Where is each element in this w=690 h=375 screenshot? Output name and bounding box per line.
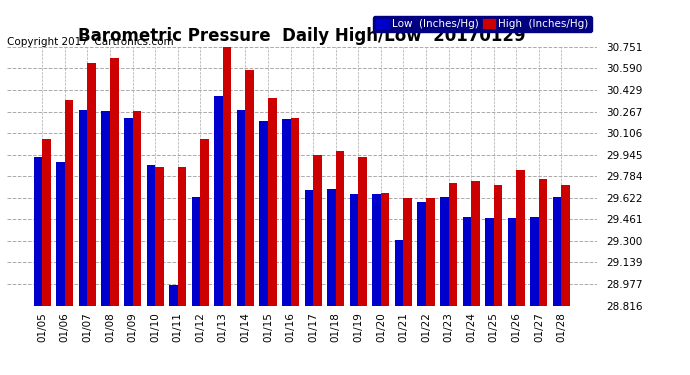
Bar (327, 189, 336, 306)
Bar (485, 218, 494, 306)
Bar (373, 194, 381, 306)
Bar (381, 193, 389, 306)
Bar (494, 185, 502, 306)
Text: Copyright 2017  Cartronics.com: Copyright 2017 Cartronics.com (7, 36, 173, 46)
Bar (336, 151, 344, 306)
Bar (290, 118, 299, 306)
Bar (132, 111, 141, 306)
Bar (110, 58, 119, 306)
Bar (531, 217, 539, 306)
Bar (268, 98, 277, 306)
Legend: Low  (Inches/Hg), High  (Inches/Hg): Low (Inches/Hg), High (Inches/Hg) (373, 16, 591, 32)
Bar (508, 218, 516, 306)
Bar (313, 155, 322, 306)
Bar (101, 111, 110, 306)
Bar (79, 110, 88, 306)
Bar (259, 120, 268, 306)
Bar (42, 139, 51, 306)
Bar (65, 100, 73, 306)
Bar (178, 167, 186, 306)
Bar (417, 202, 426, 306)
Bar (426, 198, 435, 306)
Bar (57, 162, 65, 306)
Bar (237, 110, 246, 306)
Bar (223, 47, 231, 306)
Bar (155, 167, 164, 306)
Bar (124, 118, 132, 306)
Bar (562, 185, 570, 306)
Bar (539, 179, 547, 306)
Bar (462, 217, 471, 306)
Title: Barometric Pressure  Daily High/Low  20170129: Barometric Pressure Daily High/Low 20170… (78, 27, 526, 45)
Bar (215, 96, 223, 306)
Bar (169, 285, 178, 306)
Bar (282, 119, 290, 306)
Bar (146, 165, 155, 306)
Bar (88, 63, 96, 306)
Bar (34, 157, 42, 306)
Bar (304, 190, 313, 306)
Bar (440, 197, 449, 306)
Bar (358, 157, 367, 306)
Bar (471, 181, 480, 306)
Bar (395, 240, 404, 306)
Bar (200, 139, 209, 306)
Bar (192, 197, 200, 306)
Bar (516, 170, 525, 306)
Bar (404, 198, 412, 306)
Bar (246, 70, 254, 306)
Bar (350, 194, 358, 306)
Bar (553, 197, 562, 306)
Bar (448, 183, 457, 306)
